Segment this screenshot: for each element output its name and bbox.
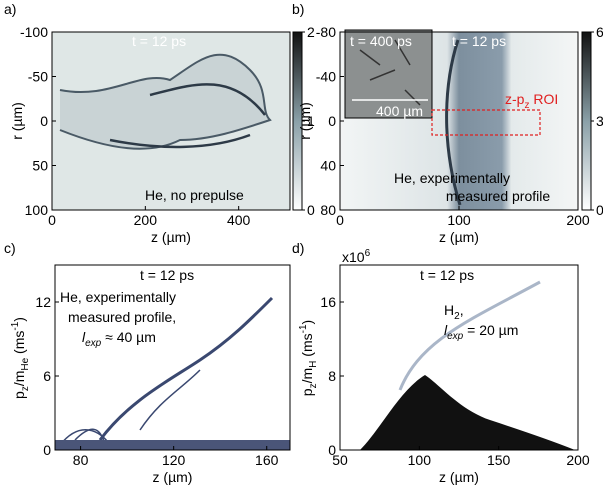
colorbar-tick-label: 2 bbox=[307, 24, 315, 40]
annotation: lexp = 20 µm bbox=[444, 322, 518, 342]
x-tick-label: 120 bbox=[162, 452, 186, 468]
y-tick-label: 0 bbox=[40, 113, 48, 129]
x-tick-label: 160 bbox=[255, 452, 279, 468]
y-tick-label: 0 bbox=[328, 113, 336, 129]
colorbar-tick-label: 3 bbox=[596, 113, 603, 129]
y-axis-label: pz/mH (ms-1) bbox=[298, 320, 319, 396]
y-tick-label: 0 bbox=[43, 442, 51, 458]
colorbar-tick-label: 0 bbox=[596, 202, 603, 218]
x-tick-label: 100 bbox=[447, 212, 471, 228]
time-label: t = 12 ps bbox=[420, 267, 474, 283]
annotation: He, no prepulse bbox=[145, 187, 244, 203]
x-tick-label: 0 bbox=[48, 212, 56, 228]
image-a bbox=[52, 32, 290, 210]
x-axis-label: z (µm) bbox=[153, 469, 193, 485]
annotation: lexp ≈ 40 µm bbox=[82, 329, 156, 349]
image-d bbox=[340, 265, 578, 450]
panel-label: b) bbox=[292, 1, 304, 17]
colorbar-b bbox=[581, 31, 592, 211]
x-tick-label: 400 bbox=[227, 212, 251, 228]
x-axis-label: z (µm) bbox=[439, 229, 479, 245]
y-tick-label: 6 bbox=[43, 368, 51, 384]
annotation: measured profile bbox=[446, 188, 550, 204]
y-tick-label: 12 bbox=[35, 294, 51, 310]
x-axis-label: z (µm) bbox=[151, 229, 191, 245]
x-tick-label: 0 bbox=[336, 212, 344, 228]
x-tick-label: 150 bbox=[487, 452, 511, 468]
y-tick-label: 50 bbox=[32, 158, 48, 174]
panel-label: d) bbox=[292, 240, 304, 256]
roi-label: z-pz ROI bbox=[505, 91, 558, 111]
inset-scale: 400 µm bbox=[376, 103, 423, 119]
y-tick-label: 16 bbox=[320, 294, 336, 310]
y-tick-label: 8 bbox=[328, 368, 336, 384]
y-tick-label: -40 bbox=[316, 69, 336, 85]
annotation: He, experimentally bbox=[60, 289, 176, 305]
colorbar-tick-label: 6 bbox=[596, 24, 603, 40]
x-tick-label: 50 bbox=[332, 452, 348, 468]
annotation: measured profile, bbox=[68, 309, 176, 325]
y-tick-label: 0 bbox=[328, 442, 336, 458]
plot-frame bbox=[339, 264, 579, 451]
time-label: t = 12 ps bbox=[140, 267, 194, 283]
annotation: He, experimentally bbox=[394, 170, 510, 186]
x-tick-label: 200 bbox=[134, 212, 158, 228]
panel-label: a) bbox=[4, 1, 16, 17]
inset-time: t = 400 ps bbox=[350, 33, 412, 49]
plot-frame bbox=[54, 264, 291, 451]
y-axis-label: pz/mHe (ms-1) bbox=[10, 317, 31, 399]
x-tick-label: 200 bbox=[566, 212, 590, 228]
y-tick-label: 80 bbox=[320, 202, 336, 218]
y-axis-label: r (µm) bbox=[9, 102, 25, 140]
time-label: t = 12 ps bbox=[132, 33, 186, 49]
annotation: H2, bbox=[444, 302, 464, 322]
image-c bbox=[55, 265, 290, 450]
y-axis-label: r (µm) bbox=[297, 102, 313, 140]
image-b bbox=[340, 29, 578, 210]
y-tick-label: 40 bbox=[320, 158, 336, 174]
y-tick-label: -50 bbox=[28, 69, 48, 85]
y-tick-label: -80 bbox=[316, 24, 336, 40]
time-label: t = 12 ps bbox=[452, 33, 506, 49]
x-tick-label: 100 bbox=[408, 452, 432, 468]
x-axis-label: z (µm) bbox=[439, 469, 479, 485]
panel-label: c) bbox=[4, 240, 16, 256]
multiplier: x106 bbox=[342, 248, 371, 265]
colorbar-tick-label: 1 bbox=[307, 113, 315, 129]
colorbar-tick-label: 0 bbox=[307, 202, 315, 218]
x-tick-label: 200 bbox=[566, 452, 590, 468]
y-tick-label: 100 bbox=[25, 202, 49, 218]
x-tick-label: 80 bbox=[73, 452, 89, 468]
y-tick-label: -100 bbox=[20, 24, 48, 40]
